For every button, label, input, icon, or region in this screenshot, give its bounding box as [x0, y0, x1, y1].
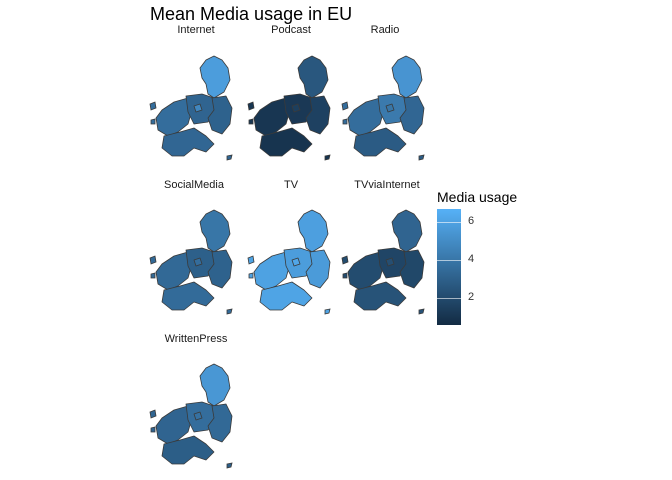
- region-spot: [193, 257, 203, 267]
- legend-gradient: [437, 209, 461, 325]
- region-east: [207, 95, 233, 135]
- facet-strip-label: Internet: [177, 24, 215, 36]
- legend-tick-label: 6: [468, 215, 475, 228]
- region-spot: [193, 103, 203, 113]
- legend-title: Media usage: [437, 189, 518, 205]
- legend-tick: [437, 297, 461, 299]
- island-region: [341, 255, 349, 265]
- facet-strip-label: TVviaInternet: [354, 179, 420, 191]
- region-south: [353, 281, 407, 311]
- chart-title: Mean Media usage in EU: [150, 4, 353, 24]
- legend-tick: [437, 259, 461, 261]
- facet-strip-label: TV: [283, 179, 299, 191]
- region-north: [391, 209, 423, 253]
- region-west: [347, 97, 385, 137]
- island-region: [149, 255, 157, 265]
- region-north: [391, 55, 423, 99]
- region-west: [347, 251, 385, 291]
- facet-map-TVviaInternet: [341, 209, 425, 315]
- legend: Media usage 2 4 6: [437, 189, 557, 339]
- island-region: [418, 154, 425, 161]
- region-spot: [385, 103, 395, 113]
- region-north: [199, 209, 231, 253]
- facet-map-TV: [247, 209, 331, 315]
- facet-map-SocialMedia: [149, 209, 233, 315]
- island-region: [418, 308, 425, 315]
- facet-map-Podcast: [247, 55, 331, 161]
- region-north: [199, 55, 231, 99]
- region-west: [155, 251, 193, 291]
- island-region: [150, 272, 156, 279]
- island-region: [342, 272, 348, 279]
- region-spot: [291, 257, 301, 267]
- facet-strip-label: Podcast: [271, 24, 311, 36]
- region-spot: [291, 103, 301, 113]
- island-region: [226, 154, 233, 161]
- region-east: [305, 95, 331, 135]
- island-region: [150, 426, 156, 433]
- island-region: [247, 255, 255, 265]
- facet-map-WrittenPress: [149, 363, 233, 469]
- region-west: [253, 251, 291, 291]
- region-south: [259, 127, 313, 157]
- legend-tick: [437, 221, 461, 223]
- facet-strip-label: SocialMedia: [164, 179, 224, 191]
- region-east: [207, 403, 233, 443]
- region-north: [297, 209, 329, 253]
- facet-strip-label: WrittenPress: [164, 333, 228, 345]
- island-region: [226, 462, 233, 469]
- region-south: [259, 281, 313, 311]
- region-south: [161, 435, 215, 465]
- region-spot: [193, 411, 203, 421]
- island-region: [324, 154, 331, 161]
- region-east: [207, 249, 233, 289]
- island-region: [149, 409, 157, 419]
- facet-strip-label: Radio: [370, 24, 400, 36]
- region-north: [199, 363, 231, 407]
- island-region: [248, 118, 254, 125]
- island-region: [341, 101, 349, 111]
- facet-map-Internet: [149, 55, 233, 161]
- island-region: [342, 118, 348, 125]
- island-region: [226, 308, 233, 315]
- region-west: [155, 97, 193, 137]
- region-spot: [385, 257, 395, 267]
- island-region: [247, 101, 255, 111]
- island-region: [248, 272, 254, 279]
- region-south: [161, 281, 215, 311]
- region-east: [305, 249, 331, 289]
- region-south: [353, 127, 407, 157]
- legend-tick-label: 4: [468, 253, 475, 266]
- region-south: [161, 127, 215, 157]
- region-north: [297, 55, 329, 99]
- island-region: [324, 308, 331, 315]
- facet-map-Radio: [341, 55, 425, 161]
- island-region: [149, 101, 157, 111]
- legend-tick-label: 2: [468, 291, 475, 304]
- region-east: [399, 95, 425, 135]
- region-east: [399, 249, 425, 289]
- island-region: [150, 118, 156, 125]
- region-west: [155, 405, 193, 445]
- legend-colorbar: [437, 209, 461, 325]
- region-west: [253, 97, 291, 137]
